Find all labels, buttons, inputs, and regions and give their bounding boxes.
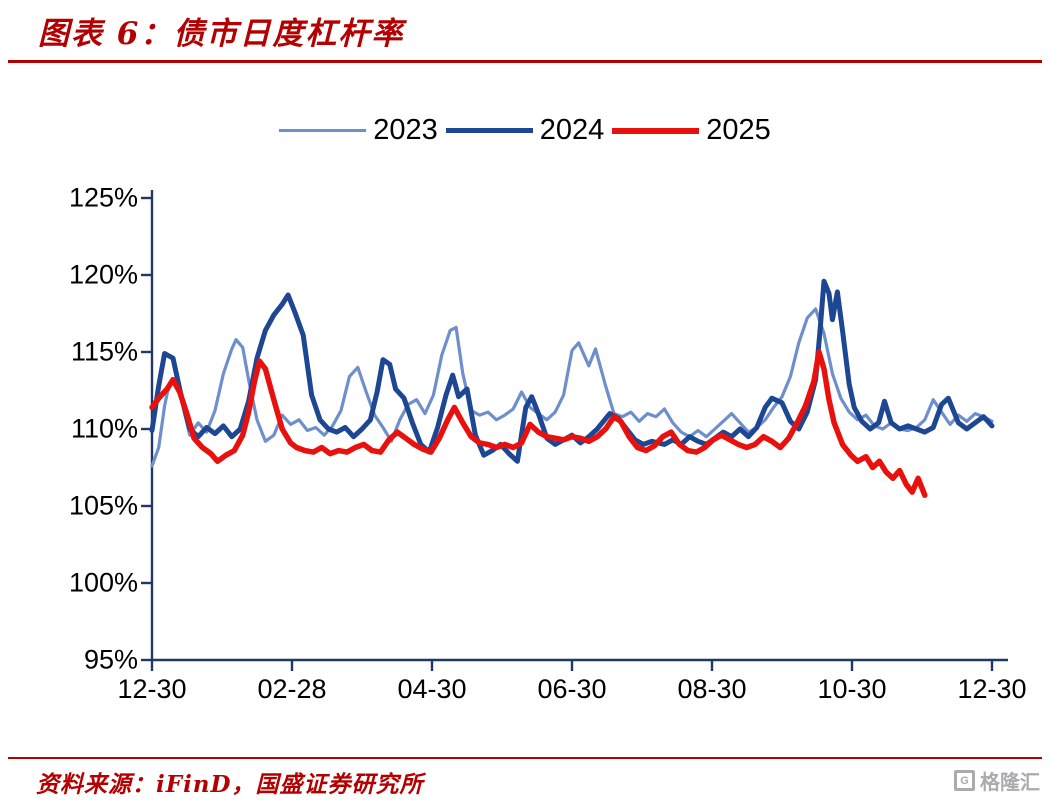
source-note: 资料来源：iFinD，国盛证券研究所 [36,771,424,798]
x-tick-label: 10-30 [817,674,887,704]
legend-item-2024: 2024 [445,114,605,147]
legend-label-2023: 2023 [373,114,438,146]
legend-item-2025: 2025 [612,114,771,147]
watermark-text: 格隆汇 [980,772,1040,794]
y-tick-label: 125% [68,182,138,213]
chart-legend: 2023 2024 2025 [0,114,1050,147]
figure-title: 图表 6：债市日度杠杆率 [38,16,405,52]
bottom-divider-line [8,757,1042,759]
x-tick-label: 04-30 [397,674,467,704]
legend-label-2024: 2024 [539,114,605,146]
y-tick-label: 120% [68,259,138,290]
x-tick-label: 08-30 [677,674,747,704]
legend-item-2023: 2023 [279,114,438,147]
legend-label-2025: 2025 [706,114,771,146]
top-divider-line [8,60,1042,63]
y-tick-label: 100% [68,567,138,598]
legend-swatch-2023 [279,129,367,132]
x-tick-label: 02-28 [257,674,327,704]
series-line-2023 [150,307,994,468]
y-tick-label: 95% [83,644,138,675]
y-tick-label: 105% [68,490,138,521]
y-tick-label: 110% [70,413,138,444]
series-line-2025 [149,349,928,498]
legend-swatch-2025 [612,127,700,134]
watermark: G 格隆汇 [954,766,1040,795]
gelonghui-logo-icon: G [954,770,975,791]
x-tick-label: 06-30 [537,674,607,704]
x-tick-label: 12-30 [957,674,1027,704]
x-tick-label: 12-30 [117,674,187,704]
y-tick-label: 115% [70,336,138,367]
legend-swatch-2024 [445,128,533,133]
